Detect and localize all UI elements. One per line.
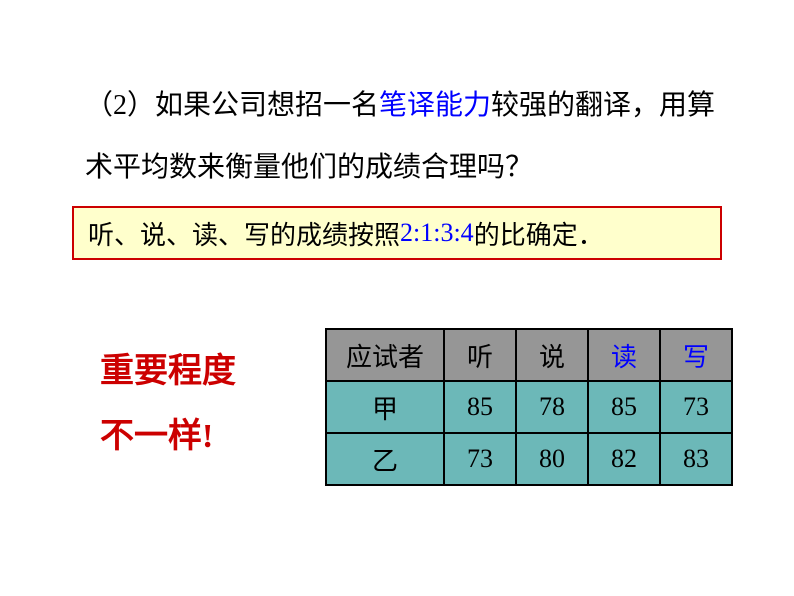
cell: 85 — [444, 381, 516, 433]
importance-note: 重要程度 不一样! — [100, 340, 236, 469]
cell: 82 — [588, 433, 660, 485]
table-row: 甲 85 78 85 73 — [326, 381, 732, 433]
row-label-1: 甲 — [326, 381, 444, 433]
question-prefix: （2）如果公司想招一名 — [85, 90, 379, 121]
question-highlight: 笔译能力 — [379, 90, 491, 121]
row-label-2: 乙 — [326, 433, 444, 485]
cell: 78 — [516, 381, 588, 433]
cell: 80 — [516, 433, 588, 485]
note-line1: 重要程度 — [100, 340, 236, 405]
header-write: 写 — [660, 329, 732, 381]
table-row: 乙 73 80 82 83 — [326, 433, 732, 485]
header-listen: 听 — [444, 329, 516, 381]
box-suffix: 的比确定． — [474, 215, 604, 252]
note-line2: 不一样! — [100, 405, 236, 470]
header-speak: 说 — [516, 329, 588, 381]
cell: 83 — [660, 433, 732, 485]
box-ratio: 2:1:3:4 — [400, 218, 474, 248]
cell: 73 — [444, 433, 516, 485]
cell: 73 — [660, 381, 732, 433]
header-read: 读 — [588, 329, 660, 381]
table-header-row: 应试者 听 说 读 写 — [326, 329, 732, 381]
score-table: 应试者 听 说 读 写 甲 85 78 85 73 乙 73 80 82 83 — [325, 328, 733, 486]
question-text: （2）如果公司想招一名笔译能力较强的翻译，用算术平均数来衡量他们的成绩合理吗？ — [85, 75, 734, 198]
header-candidate: 应试者 — [326, 329, 444, 381]
cell: 85 — [588, 381, 660, 433]
score-table-container: 应试者 听 说 读 写 甲 85 78 85 73 乙 73 80 82 83 — [325, 328, 733, 486]
ratio-box: 听、说、读、写的成绩按照2:1:3:4的比确定． — [72, 206, 722, 260]
box-prefix: 听、说、读、写的成绩按照 — [88, 215, 400, 252]
